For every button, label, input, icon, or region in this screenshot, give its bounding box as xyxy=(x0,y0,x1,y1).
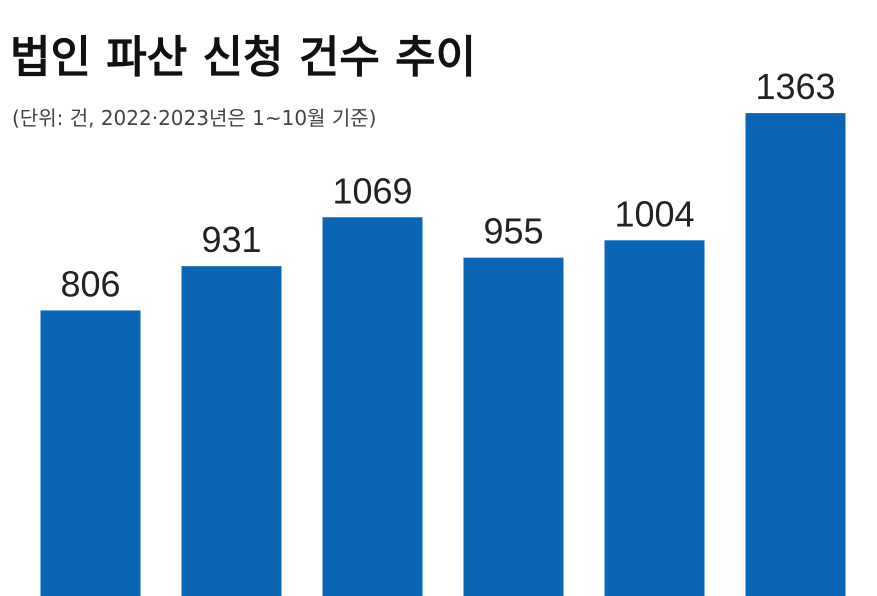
value-label: 955 xyxy=(483,211,543,252)
bar xyxy=(40,310,141,596)
value-label: 1004 xyxy=(614,193,694,234)
bar xyxy=(181,266,282,596)
bar xyxy=(322,217,423,596)
value-label: 1069 xyxy=(332,170,412,211)
value-label: 806 xyxy=(60,263,120,304)
bar xyxy=(463,257,564,596)
chart-subtitle: (단위: 건, 2022·2023년은 1~10월 기준) xyxy=(12,106,376,130)
bar xyxy=(604,240,705,596)
chart-title: 법인 파산 신청 건수 추이 xyxy=(10,32,476,83)
value-label: 1363 xyxy=(755,66,835,107)
value-label: 931 xyxy=(201,219,261,260)
bar xyxy=(745,113,846,596)
